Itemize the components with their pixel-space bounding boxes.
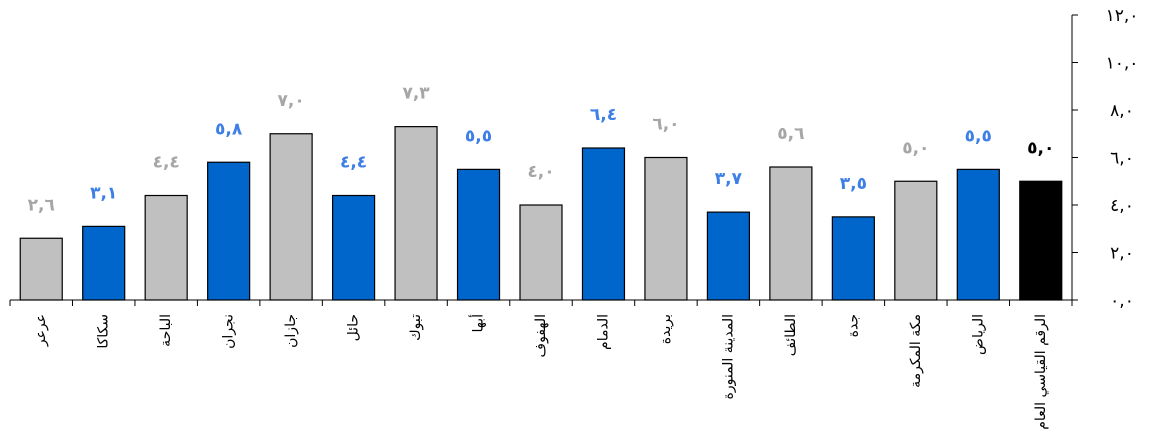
y-tick-label-6: ١٢,٠ [1106, 6, 1139, 26]
bar-15 [956, 168, 1000, 301]
bar-3 [207, 161, 251, 301]
bar-13 [831, 216, 875, 301]
bar-14 [894, 180, 938, 301]
bars-group [19, 126, 1063, 301]
bar-0 [19, 237, 63, 301]
bar-16 [1019, 180, 1063, 301]
category-label-9: الدمام [595, 314, 611, 350]
value-label-8: ٤,٠ [527, 162, 554, 182]
y-tick-label-4: ٨,٠ [1110, 101, 1134, 121]
y-tick-label-1: ٢,٠ [1110, 244, 1134, 264]
y-tick-label-0: ٠,٠ [1110, 291, 1134, 311]
bar-10 [644, 156, 688, 301]
x-axis [9, 299, 1073, 306]
bar-5 [331, 194, 376, 301]
category-label-7: أبها [469, 314, 487, 333]
category-label-3: نجران [221, 314, 237, 349]
value-label-5: ٤,٤ [340, 153, 367, 173]
bar-8 [519, 204, 563, 301]
category-label-15: الرياض [970, 314, 986, 355]
value-label-2: ٤,٤ [153, 153, 180, 173]
value-label-13: ٣,٥ [840, 174, 867, 194]
category-label-5: حائل [346, 314, 362, 341]
category-label-2: الباحة [158, 314, 174, 347]
bar-6 [394, 126, 438, 301]
category-label-6: تبوك [408, 314, 424, 341]
value-label-1: ٣,١ [90, 183, 117, 203]
y-tick-label-5: ١٠,٠ [1106, 54, 1139, 74]
category-label-13: جدة [845, 314, 861, 337]
value-label-11: ٣,٧ [715, 169, 743, 189]
value-label-3: ٥,٨ [215, 119, 243, 139]
bar-7 [456, 168, 501, 301]
bar-11 [706, 211, 751, 301]
value-label-10: ٦,٠ [652, 115, 679, 135]
category-label-14: مكة المكرمة [908, 314, 924, 388]
bar-9 [581, 147, 626, 301]
value-labels-group: ٢,٦ ٣,١ ٤,٤ ٥,٨ ٧,٠ ٤,٤ ٧,٣ ٥,٥ ٤,٠ ٦,٤ ٦,٠ ٣,٧ ٥,٦ ٣… [28, 84, 1055, 216]
value-label-16: ٥,٠ [1027, 138, 1054, 158]
bar-1 [82, 225, 126, 301]
value-label-14: ٥,٠ [902, 138, 929, 158]
value-label-7: ٥,٥ [465, 126, 492, 146]
category-labels-group: عرعر سكاكا الباحة نجران جازان حائل تبوك أبها اله… [33, 314, 1049, 430]
bar-4 [269, 133, 313, 301]
value-label-12: ٥,٦ [777, 124, 804, 144]
bar-2 [144, 194, 188, 301]
value-label-0: ٢,٦ [28, 195, 55, 215]
y-tick-label-3: ٦,٠ [1110, 149, 1134, 169]
category-label-1: سكاكا [96, 314, 112, 349]
y-axis: ٠,٠ ٢,٠ ٤,٠ ٦,٠ ٨,٠ ١٠,٠ ١٢,٠ [1071, 6, 1139, 311]
value-label-15: ٥,٥ [965, 126, 992, 146]
value-label-6: ٧,٣ [402, 84, 430, 104]
category-label-4: جازان [283, 314, 299, 348]
category-label-12: الطائف [783, 314, 799, 356]
category-label-10: بريدة [658, 314, 674, 344]
y-tick-label-2: ٤,٠ [1110, 196, 1134, 216]
category-label-0: عرعر [33, 314, 49, 347]
value-label-9: ٦,٤ [590, 105, 617, 125]
category-label-16: الرقم القياسي العام [1033, 314, 1049, 430]
value-label-4: ٧,٠ [278, 91, 305, 111]
category-label-11: المدينة المنورة [720, 314, 736, 399]
category-label-8: الهفوف [533, 314, 549, 357]
bar-12 [769, 166, 813, 301]
